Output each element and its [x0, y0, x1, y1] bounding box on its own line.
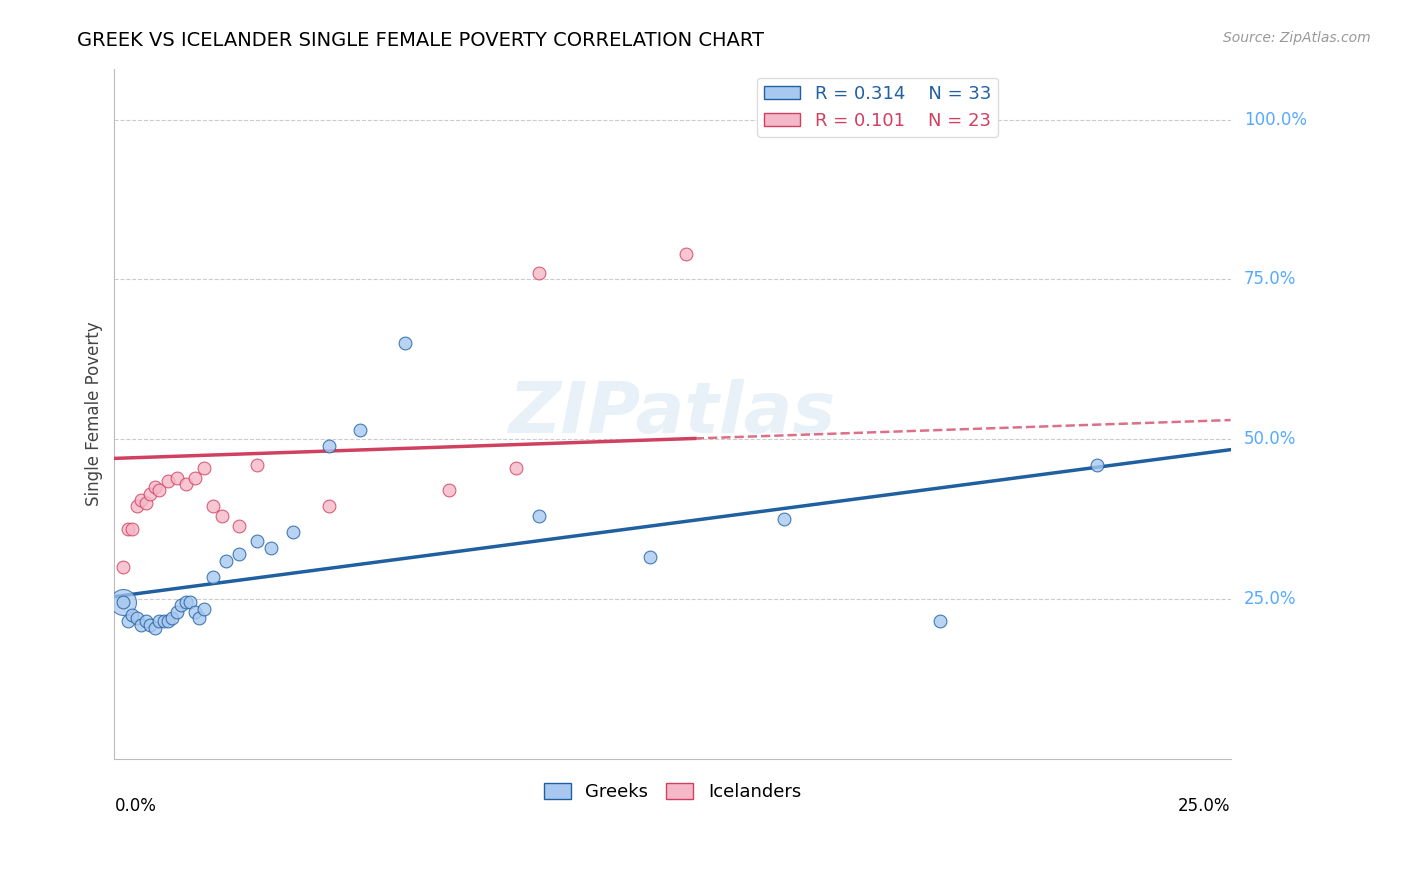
Text: 25.0%: 25.0% [1178, 797, 1230, 814]
Point [318, 500, 340, 514]
Point [215, 554, 238, 568]
Text: 0.0%: 0.0% [114, 797, 156, 814]
Point [166, 605, 188, 619]
Point [505, 461, 527, 475]
Point [211, 508, 233, 523]
Point [148, 483, 170, 498]
Point [148, 615, 170, 629]
Point [246, 458, 269, 472]
Y-axis label: Single Female Poverty: Single Female Poverty [86, 321, 103, 506]
Point [125, 500, 148, 514]
Point [394, 336, 416, 351]
Point [439, 483, 461, 498]
Point [318, 439, 340, 453]
Text: 75.0%: 75.0% [1244, 270, 1296, 288]
Point [112, 560, 135, 574]
Point [184, 470, 207, 484]
Point [179, 595, 201, 609]
Point [129, 492, 152, 507]
Point [156, 615, 179, 629]
Point [143, 480, 166, 494]
Point [135, 615, 157, 629]
Point [527, 266, 550, 280]
Point [201, 500, 224, 514]
Text: 50.0%: 50.0% [1244, 430, 1296, 448]
Point [773, 512, 796, 526]
Point [129, 617, 152, 632]
Text: Source: ZipAtlas.com: Source: ZipAtlas.com [1223, 31, 1371, 45]
Point [121, 522, 143, 536]
Point [193, 461, 215, 475]
Text: GREEK VS ICELANDER SINGLE FEMALE POVERTY CORRELATION CHART: GREEK VS ICELANDER SINGLE FEMALE POVERTY… [77, 31, 765, 50]
Point [1085, 458, 1108, 472]
Point [112, 595, 135, 609]
Point [201, 569, 224, 583]
Point [193, 601, 215, 615]
Point [139, 486, 162, 500]
Point [166, 470, 188, 484]
Point [139, 617, 162, 632]
Point [170, 599, 193, 613]
Point [638, 550, 661, 565]
Point [228, 547, 250, 561]
Point [125, 611, 148, 625]
Point [135, 496, 157, 510]
Point [349, 423, 371, 437]
Point [117, 522, 139, 536]
Point [174, 595, 197, 609]
Legend: Greeks, Icelanders: Greeks, Icelanders [537, 776, 808, 808]
Point [260, 541, 283, 555]
Point [184, 605, 207, 619]
Point [117, 615, 139, 629]
Point [152, 615, 174, 629]
Point [121, 607, 143, 622]
Point [112, 595, 135, 609]
Point [174, 477, 197, 491]
Text: ZIPatlas: ZIPatlas [509, 379, 837, 448]
Point [527, 508, 550, 523]
Point [675, 247, 697, 261]
Point [143, 621, 166, 635]
Text: 25.0%: 25.0% [1244, 590, 1296, 608]
Point [188, 611, 211, 625]
Point [228, 518, 250, 533]
Point [281, 524, 304, 539]
Point [929, 615, 952, 629]
Point [246, 534, 269, 549]
Text: 100.0%: 100.0% [1244, 111, 1308, 128]
Point [162, 611, 184, 625]
Point [156, 474, 179, 488]
